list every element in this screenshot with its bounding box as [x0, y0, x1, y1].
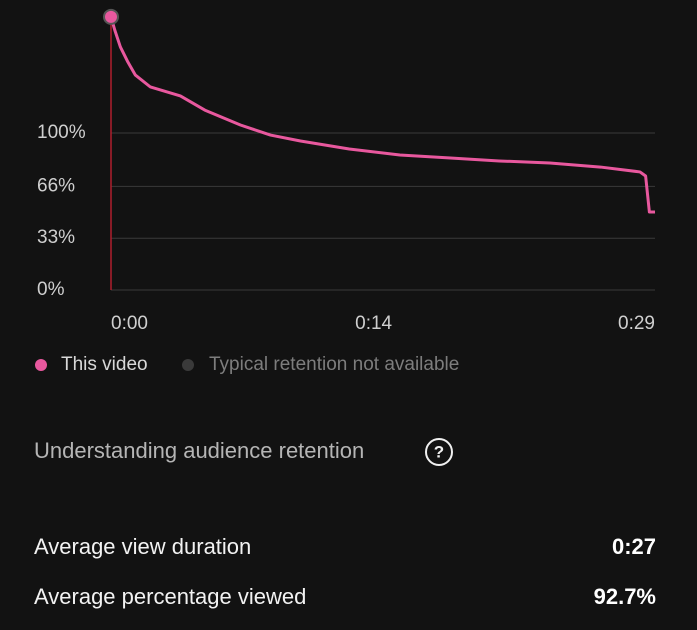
legend-marker	[35, 359, 47, 371]
retention-line	[109, 16, 655, 214]
legend: This video Typical retention not availabl…	[35, 354, 459, 375]
help-text[interactable]: Understanding audience retention	[34, 438, 364, 463]
y-tick-label: 100%	[37, 122, 86, 143]
x-tick-label: 0:00	[111, 313, 148, 334]
legend-label: This video	[61, 354, 148, 375]
stat-value: 0:27	[612, 534, 656, 559]
chart: 0% 33% 66% 100% 0:00 0:14 0:29 This video Typica…	[35, 8, 655, 375]
help-icon[interactable]: ?	[434, 442, 444, 461]
y-tick-label: 33%	[37, 227, 75, 248]
legend-marker	[182, 359, 194, 371]
legend-label: Typical retention not available	[209, 354, 459, 375]
cursor-dot	[103, 8, 119, 25]
stat-value: 92.7%	[594, 584, 656, 609]
x-tick-label: 0:14	[355, 313, 392, 334]
stat-label: Average percentage viewed	[34, 584, 306, 609]
y-tick-label: 0%	[37, 279, 65, 300]
help-icon-circle[interactable]	[425, 438, 453, 466]
x-tick-label: 0:29	[618, 313, 655, 334]
y-tick-label: 66%	[37, 175, 75, 196]
help-link[interactable]: Understanding audience retention ?	[34, 438, 453, 466]
stat-label: Average view duration	[34, 534, 251, 559]
